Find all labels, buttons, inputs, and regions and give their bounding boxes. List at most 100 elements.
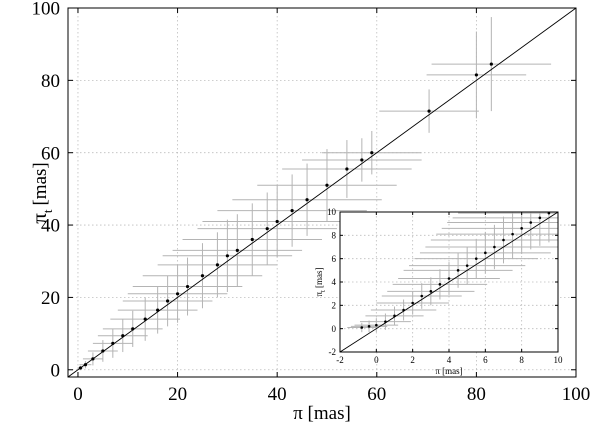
inset-data-point (384, 320, 387, 323)
main-data-point (345, 167, 349, 171)
inset-y-tick-label: 10 (327, 207, 337, 217)
inset-chart: -2 0 2 4 6 8 10 -2 0 2 4 6 8 10 π [mas] πt[mas] (314, 207, 563, 376)
main-data-point (185, 284, 190, 289)
main-data-point (83, 363, 88, 367)
inset-y-axis-symbol: π (314, 292, 324, 297)
main-y-axis-label: πt [mas] (27, 162, 55, 224)
main-data-point (265, 227, 269, 231)
inset-y-axis-label: πt[mas] (314, 268, 327, 297)
inset-data-point (375, 323, 378, 327)
inset-x-tick-label: 6 (483, 355, 488, 365)
main-data-point (290, 208, 294, 213)
main-y-axis-unit: [mas] (30, 162, 51, 205)
inset-data-point (493, 245, 496, 249)
inset-data-point (367, 325, 371, 328)
main-data-point (156, 308, 160, 312)
main-data-point (250, 237, 254, 242)
main-data-point (131, 327, 135, 331)
main-data-point (235, 248, 239, 252)
inset-data-point (411, 301, 414, 305)
inset-y-tick-label: 4 (332, 277, 337, 287)
main-data-point (78, 366, 83, 370)
main-y-tick-label: 80 (41, 71, 60, 92)
main-y-tick-labels: 0 20 40 60 80 100 (32, 0, 61, 381)
inset-x-tick-label: 10 (554, 355, 564, 365)
inset-y-axis-subscript: t (319, 290, 327, 292)
main-data-point (370, 151, 374, 155)
main-x-tick-label: 60 (367, 384, 386, 405)
svg-text:πt[mas]: πt[mas] (314, 268, 327, 297)
svg-text:πt[mas]: πt [mas] (27, 162, 55, 224)
inset-x-tick-labels: -2 0 2 4 6 8 10 (336, 355, 563, 365)
main-data-point (143, 317, 147, 321)
main-x-tick-label: 80 (467, 384, 486, 405)
inset-data-point (438, 283, 442, 286)
main-y-tick-label: 20 (41, 288, 60, 309)
inset-points (360, 211, 551, 329)
main-x-tick-label: 40 (268, 384, 287, 405)
inset-x-axis-label: π [mas] (435, 366, 462, 376)
inset-data-point (484, 251, 487, 255)
inset-data-point (360, 326, 364, 329)
main-y-tick-label: 60 (41, 143, 60, 164)
main-plot-frame (67, 7, 577, 378)
inset-data-point (429, 290, 433, 293)
inset-data-point (456, 269, 460, 272)
inset-identity-line (339, 211, 559, 353)
main-data-point (91, 357, 95, 361)
main-data-point (200, 274, 205, 278)
inset-y-tick-label: 6 (332, 254, 337, 264)
inset-y-tick-label: -2 (329, 347, 337, 357)
main-data-point (489, 62, 493, 66)
main-data-point (325, 183, 329, 187)
main-data-point (474, 73, 478, 77)
main-data-point (225, 254, 229, 258)
main-x-axis-label: π [mas] (293, 403, 351, 424)
inset-y-tick-labels: -2 0 2 4 6 8 10 (327, 207, 337, 357)
inset-data-point (547, 211, 551, 215)
main-y-tick-label: 0 (51, 360, 61, 381)
inset-x-tick-label: 0 (374, 355, 379, 365)
main-data-point (111, 341, 115, 345)
inset-y-tick-label: 2 (332, 300, 337, 310)
inset-reference-line (339, 211, 559, 353)
main-y-tick-label: 40 (41, 216, 60, 237)
inset-data-point (420, 294, 424, 298)
inset-data-point (538, 216, 542, 220)
inset-data-point (520, 227, 523, 230)
main-data-point (305, 198, 309, 202)
inset-data-point (447, 277, 451, 280)
inset-x-tick-label: -2 (336, 355, 344, 365)
main-y-axis-subscript: t (40, 209, 55, 213)
main-x-tick-label: 0 (73, 384, 83, 405)
inset-x-tick-label: 8 (519, 355, 524, 365)
inset-x-tick-label: 4 (447, 355, 452, 365)
main-ticks (68, 7, 577, 377)
inset-x-tick-label: 2 (410, 355, 415, 365)
inset-data-point (465, 264, 469, 267)
main-data-point (175, 292, 180, 296)
main-x-tick-labels: 0 20 40 60 80 100 (73, 384, 590, 405)
main-x-tick-label: 100 (562, 384, 591, 405)
main-data-point (121, 334, 125, 338)
main-data-point (101, 349, 105, 353)
inset-data-point (529, 221, 533, 224)
main-data-point (360, 158, 364, 162)
main-x-tick-label: 20 (168, 384, 187, 405)
inset-y-tick-label: 0 (332, 324, 337, 334)
inset-ticks (339, 211, 559, 353)
main-identity-line (67, 7, 577, 378)
inset-data-point (393, 314, 396, 318)
inset-data-point (402, 308, 405, 312)
main-data-point (275, 219, 279, 224)
main-data-point (215, 263, 220, 267)
main-points (78, 62, 493, 370)
main-data-point (427, 109, 431, 113)
main-y-tick-label: 100 (32, 0, 61, 20)
inset-y-tick-label: 8 (332, 230, 337, 240)
inset-data-point (474, 257, 478, 260)
main-y-axis-symbol: π (27, 213, 51, 224)
inset-data-point (511, 232, 514, 236)
